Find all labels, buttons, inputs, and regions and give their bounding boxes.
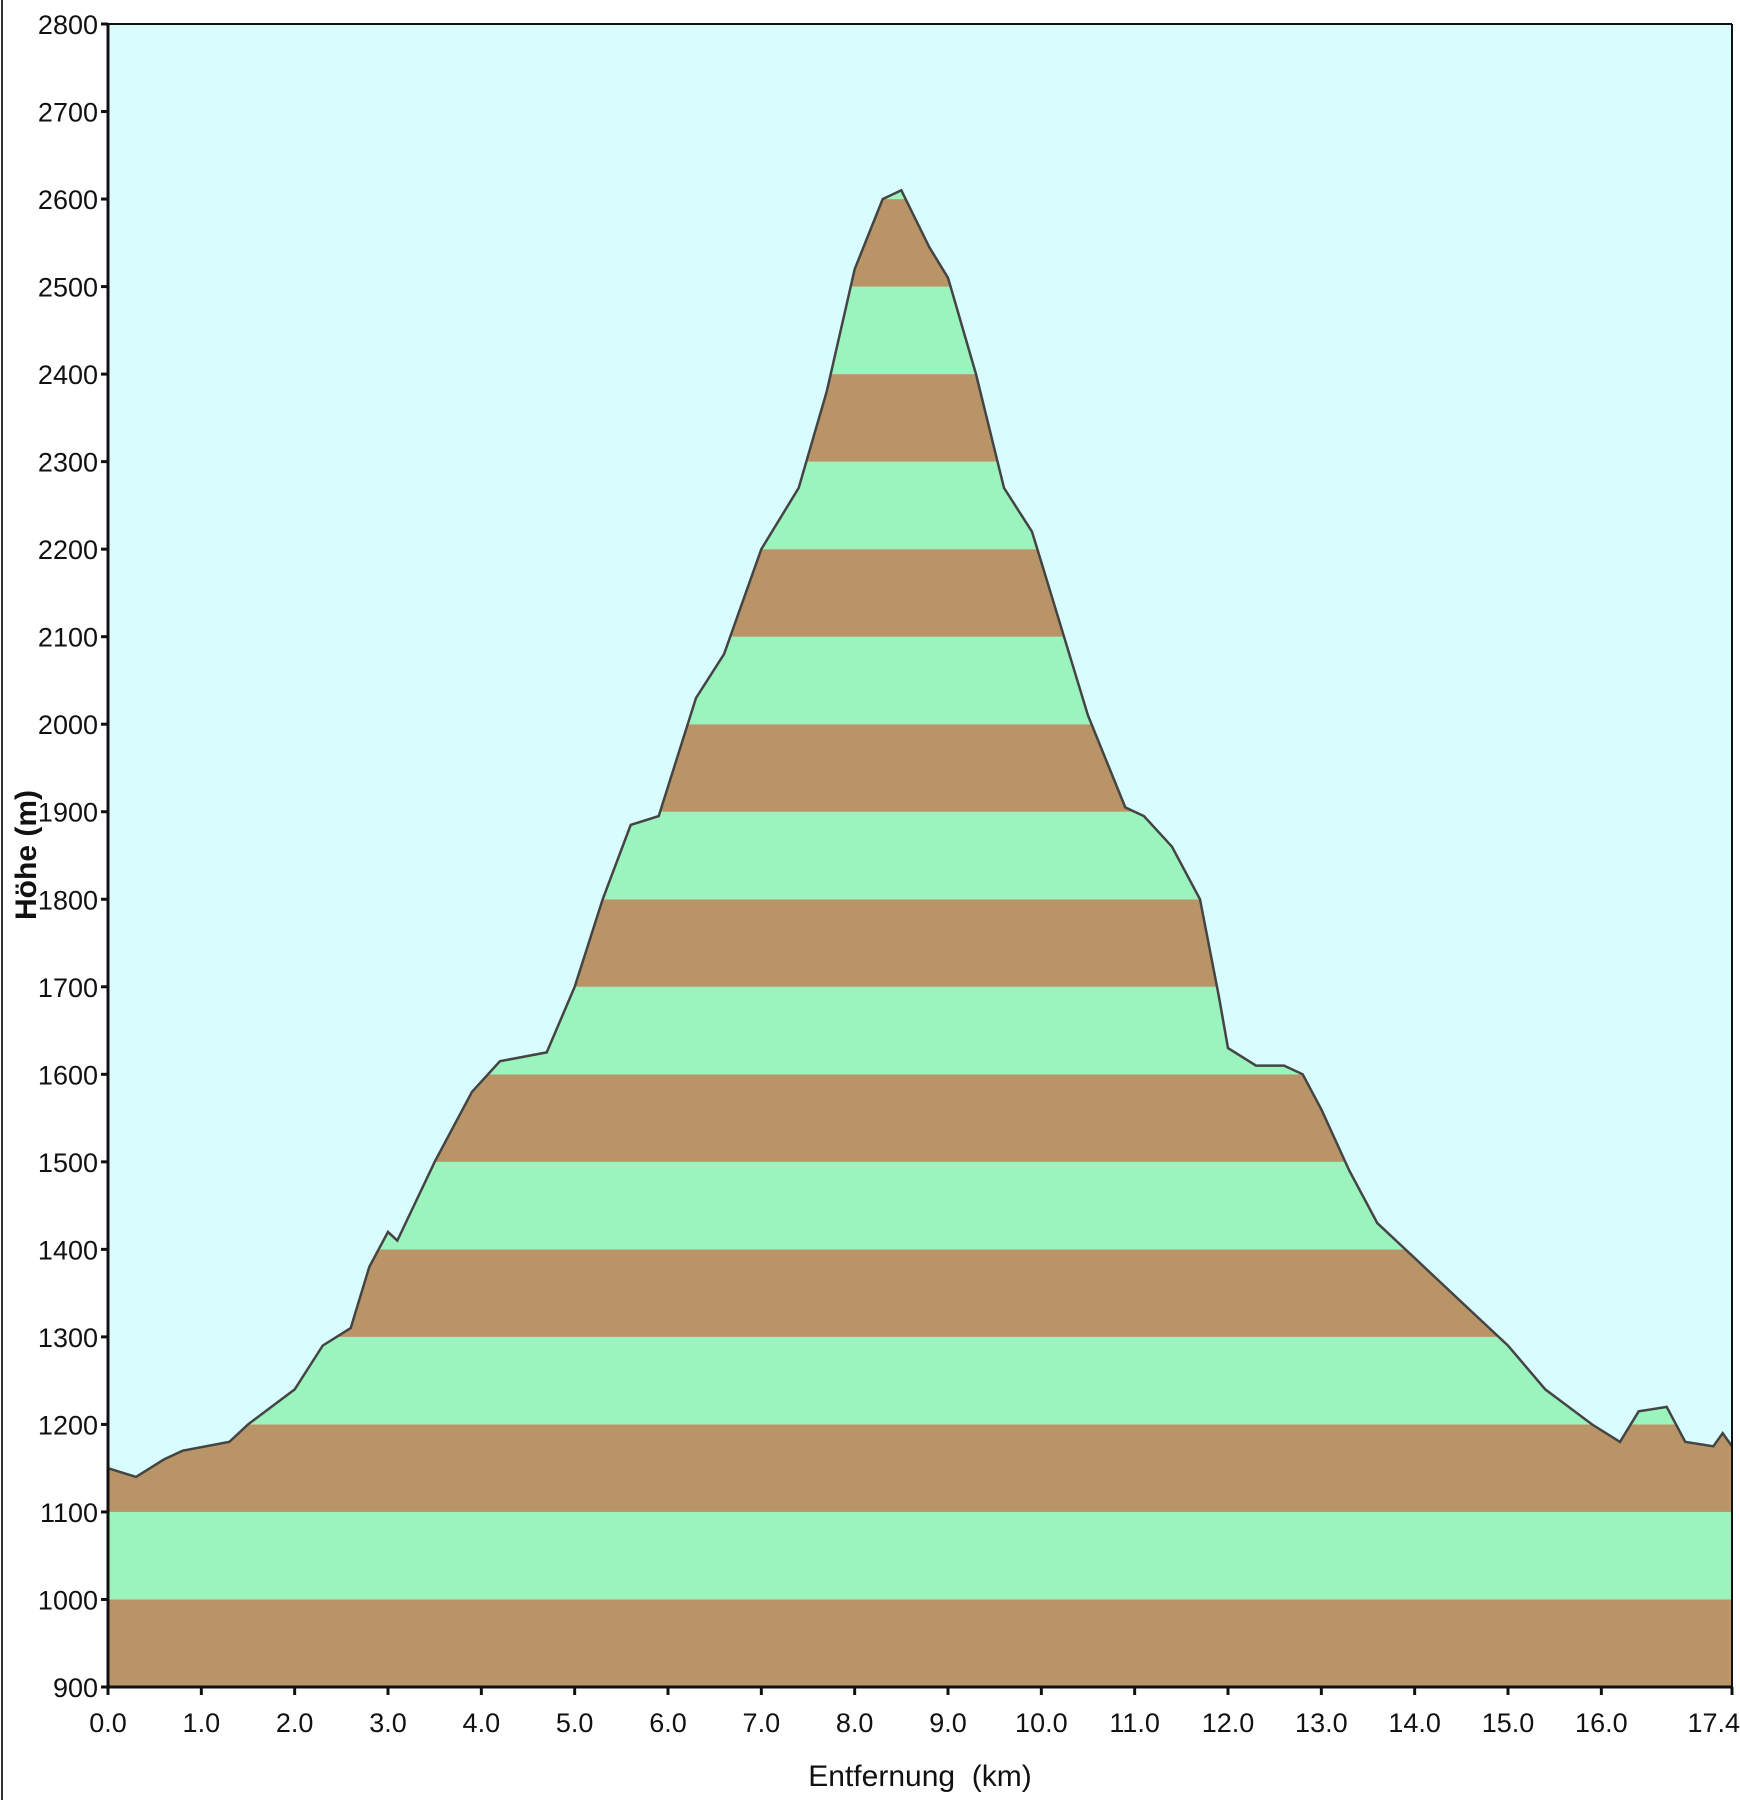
x-tick-label: 1.0	[183, 1708, 221, 1738]
y-tick-label: 1800	[38, 885, 98, 915]
y-tick-label: 1700	[38, 973, 98, 1003]
y-tick-label: 1200	[38, 1410, 98, 1440]
x-tick-label: 6.0	[649, 1708, 687, 1738]
x-tick-label: 10.0	[1015, 1708, 1068, 1738]
y-tick-label: 2600	[38, 185, 98, 215]
x-tick-label: 16.0	[1575, 1708, 1628, 1738]
x-tick-label: 5.0	[556, 1708, 594, 1738]
elevation-band	[108, 1336, 1732, 1425]
x-tick-label: 4.0	[463, 1708, 501, 1738]
y-tick-label: 2800	[38, 10, 98, 40]
x-tick-label: 0.0	[89, 1708, 127, 1738]
x-tick-label: 17.4	[1687, 1708, 1740, 1738]
y-axis-label: Höhe (m)	[10, 790, 43, 920]
y-tick-label: 1900	[38, 798, 98, 828]
y-tick-label: 1400	[38, 1235, 98, 1265]
axes: 900 1000 1100 1200 1300 1400 1500 1600 1700 1800 1…	[38, 10, 1740, 1738]
y-tick-label: 2100	[38, 623, 98, 653]
x-tick-label: 13.0	[1295, 1708, 1348, 1738]
y-tick-label: 1000	[38, 1585, 98, 1615]
x-tick-label: 8.0	[836, 1708, 874, 1738]
y-tick-label: 1100	[40, 1498, 98, 1528]
elevation-band	[108, 1511, 1732, 1600]
x-tick-label: 9.0	[929, 1708, 967, 1738]
elevation-profile-line	[107, 188, 1734, 1479]
x-tick-label: 7.0	[743, 1708, 781, 1738]
elevation-band	[108, 1599, 1732, 1687]
x-tick-label: 11.0	[1109, 1708, 1160, 1738]
y-tick-label: 2000	[38, 710, 98, 740]
x-tick-label: 15.0	[1482, 1708, 1535, 1738]
x-tick-label: 12.0	[1202, 1708, 1255, 1738]
x-tick-label: 2.0	[276, 1708, 314, 1738]
x-tick-label: 14.0	[1388, 1708, 1441, 1738]
y-tick-label: 2400	[38, 360, 98, 390]
y-tick-label: 900	[53, 1673, 98, 1703]
elevation-band	[108, 1424, 1732, 1512]
y-tick-label: 1300	[38, 1323, 98, 1353]
y-tick-label: 2500	[38, 273, 98, 303]
y-tick-label: 2200	[38, 535, 98, 565]
y-tick-label: 1600	[38, 1060, 98, 1090]
y-tick-label: 2700	[38, 98, 98, 128]
x-axis-label: Entfernung (km)	[808, 1760, 1031, 1793]
y-tick-label: 1500	[38, 1148, 98, 1178]
y-tick-label: 2300	[38, 448, 98, 478]
x-tick-label: 3.0	[369, 1708, 407, 1738]
